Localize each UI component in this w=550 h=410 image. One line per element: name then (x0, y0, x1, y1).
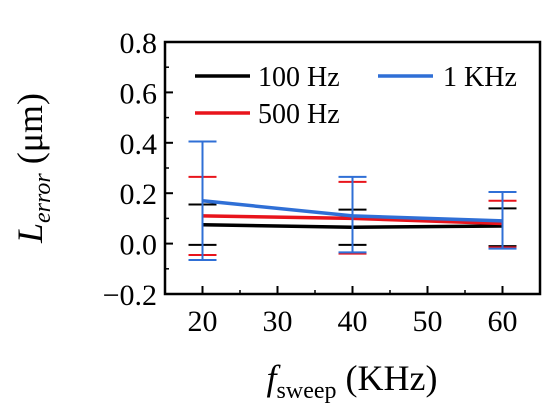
y-tick-label: 0.2 (120, 178, 158, 211)
x-tick-label: 30 (263, 305, 293, 338)
x-tick-label: 40 (338, 305, 368, 338)
x-tick-label: 60 (488, 305, 518, 338)
y-tick-label: 0.0 (120, 229, 158, 262)
x-tick-label: 50 (413, 305, 443, 338)
y-tick-label: −0.2 (103, 279, 157, 312)
y-tick-label: 0.6 (120, 77, 158, 110)
legend-label-500-hz: 500 Hz (258, 99, 340, 130)
y-tick-label: 0.8 (120, 27, 158, 60)
x-axis-title: fsweep (KHz) (267, 358, 438, 404)
legend-label-1-khz: 1 KHz (443, 62, 517, 93)
legend-label-100-hz: 100 Hz (258, 62, 340, 93)
y-axis-title: Lerror (μm) (10, 93, 56, 244)
y-tick-label: 0.4 (120, 128, 158, 161)
x-tick-label: 20 (188, 305, 218, 338)
